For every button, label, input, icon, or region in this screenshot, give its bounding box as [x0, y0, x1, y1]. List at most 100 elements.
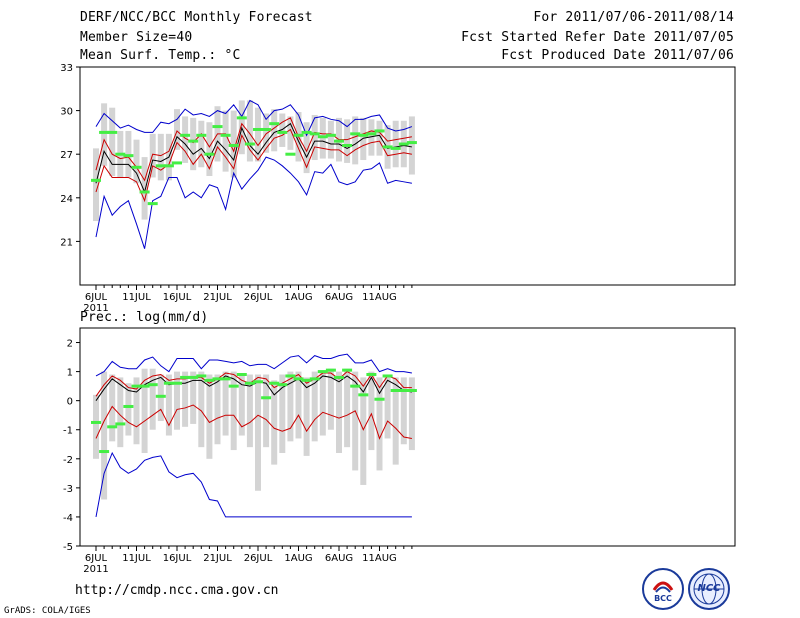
median-marker: [220, 133, 231, 137]
ensemble-box: [392, 120, 399, 168]
median-marker: [123, 154, 134, 158]
ensemble-box: [230, 371, 237, 451]
median-marker: [180, 133, 191, 137]
ensemble-box: [246, 100, 253, 162]
ensemble-box: [206, 374, 213, 459]
ensemble-box: [271, 380, 278, 465]
median-marker: [358, 133, 369, 137]
lower-band-line: [95, 404, 412, 440]
median-marker: [334, 139, 344, 143]
bcc-emblem-icon: [652, 581, 674, 593]
median-marker: [131, 384, 142, 388]
median-marker: [204, 378, 215, 382]
median-marker: [358, 393, 369, 397]
y-tick-label: 30: [60, 107, 73, 118]
ensemble-box: [408, 116, 415, 175]
ensemble-box: [255, 374, 261, 491]
median-marker: [317, 135, 328, 139]
source-url[interactable]: http://cmdp.ncc.cma.gov.cn: [75, 583, 279, 598]
median-marker: [390, 146, 401, 150]
y-tick-label: -1: [63, 426, 73, 437]
ensemble-box: [303, 377, 310, 456]
median-marker: [269, 381, 280, 385]
median-marker: [196, 133, 207, 137]
panel-temperature: 21 24 27 30 33 6JUL 11JUL 16JUL 21JUL 26JUL 1AUG 6A…: [60, 63, 736, 314]
grads-credit: GrADS: COLA/IGES: [4, 606, 91, 616]
median-marker: [277, 130, 288, 134]
median-marker: [269, 122, 280, 126]
median-marker: [398, 388, 409, 392]
ensemble-box: [295, 371, 302, 439]
median-marker: [115, 422, 126, 426]
median-marker: [188, 375, 199, 379]
min-line: [95, 451, 412, 518]
y-tick-label: 0: [67, 397, 73, 408]
ensemble-box: [376, 377, 383, 471]
ensemble-box: [182, 116, 189, 163]
median-marker: [99, 450, 110, 454]
ensemble-box: [101, 371, 108, 500]
median-marker: [180, 375, 191, 379]
ensemble-box: [408, 377, 415, 451]
median-marker: [244, 381, 255, 385]
ncc-logo-text: NCC: [697, 583, 721, 594]
ensemble-box: [263, 113, 270, 153]
median-marker: [406, 141, 417, 145]
ensemble-box: [93, 148, 99, 222]
ensemble-box: [279, 113, 286, 147]
ensemble-box: [190, 117, 197, 171]
median-marker: [236, 116, 247, 120]
ensemble-box: [125, 383, 132, 436]
precip-title: Prec.: log(mm/d): [80, 310, 209, 325]
median-marker: [406, 388, 417, 392]
x-tick-label: 11AUG: [362, 553, 397, 564]
ensemble-box: [190, 371, 197, 424]
ensemble-box: [360, 377, 367, 485]
ensemble-box: [336, 371, 342, 453]
median-marker: [107, 425, 118, 429]
x-year-label: 2011: [83, 564, 108, 575]
ensemble-box: [311, 371, 318, 442]
median-marker: [212, 377, 223, 381]
median-marker: [139, 384, 150, 388]
ensemble-box: [352, 116, 359, 165]
median-marker: [374, 397, 385, 401]
median-marker: [228, 384, 239, 388]
median-marker: [366, 373, 377, 377]
ensemble-box: [279, 374, 286, 453]
variable-label: Mean Surf. Temp.: °C: [80, 48, 241, 63]
ensemble-box: [206, 122, 213, 176]
median-marker: [172, 161, 182, 165]
ensemble-box: [109, 374, 116, 442]
median-marker: [228, 143, 239, 147]
median-marker: [293, 133, 304, 137]
ensemble-box: [344, 368, 351, 448]
x-tick-label: 21JUL: [203, 292, 232, 303]
y-tick-label: 24: [60, 194, 73, 205]
median-marker: [382, 374, 393, 378]
ensemble-box: [133, 139, 140, 184]
min-line: [95, 156, 412, 249]
x-tick-label: 21JUL: [203, 553, 232, 564]
ensemble-box: [93, 394, 99, 459]
ensemble-box: [376, 120, 383, 156]
median-marker: [350, 132, 361, 136]
ensemble-box: [303, 122, 310, 174]
median-marker: [147, 383, 158, 387]
ensemble-box: [384, 374, 391, 439]
ensemble-box: [141, 368, 148, 453]
ensemble-box: [344, 119, 351, 163]
median-marker: [317, 370, 328, 374]
ensemble-box: [246, 374, 253, 448]
lower-band-line: [95, 128, 412, 203]
ensemble-box: [255, 107, 261, 162]
x-tick-label: 1AUG: [284, 292, 312, 303]
ensemble-box: [141, 157, 148, 220]
ensemble-box: [238, 374, 245, 436]
median-marker: [188, 139, 199, 143]
median-marker: [334, 375, 344, 379]
median-marker: [277, 383, 288, 387]
start-date: Fcst Started Refer Date 2011/07/05: [461, 30, 734, 45]
median-marker: [204, 152, 215, 156]
